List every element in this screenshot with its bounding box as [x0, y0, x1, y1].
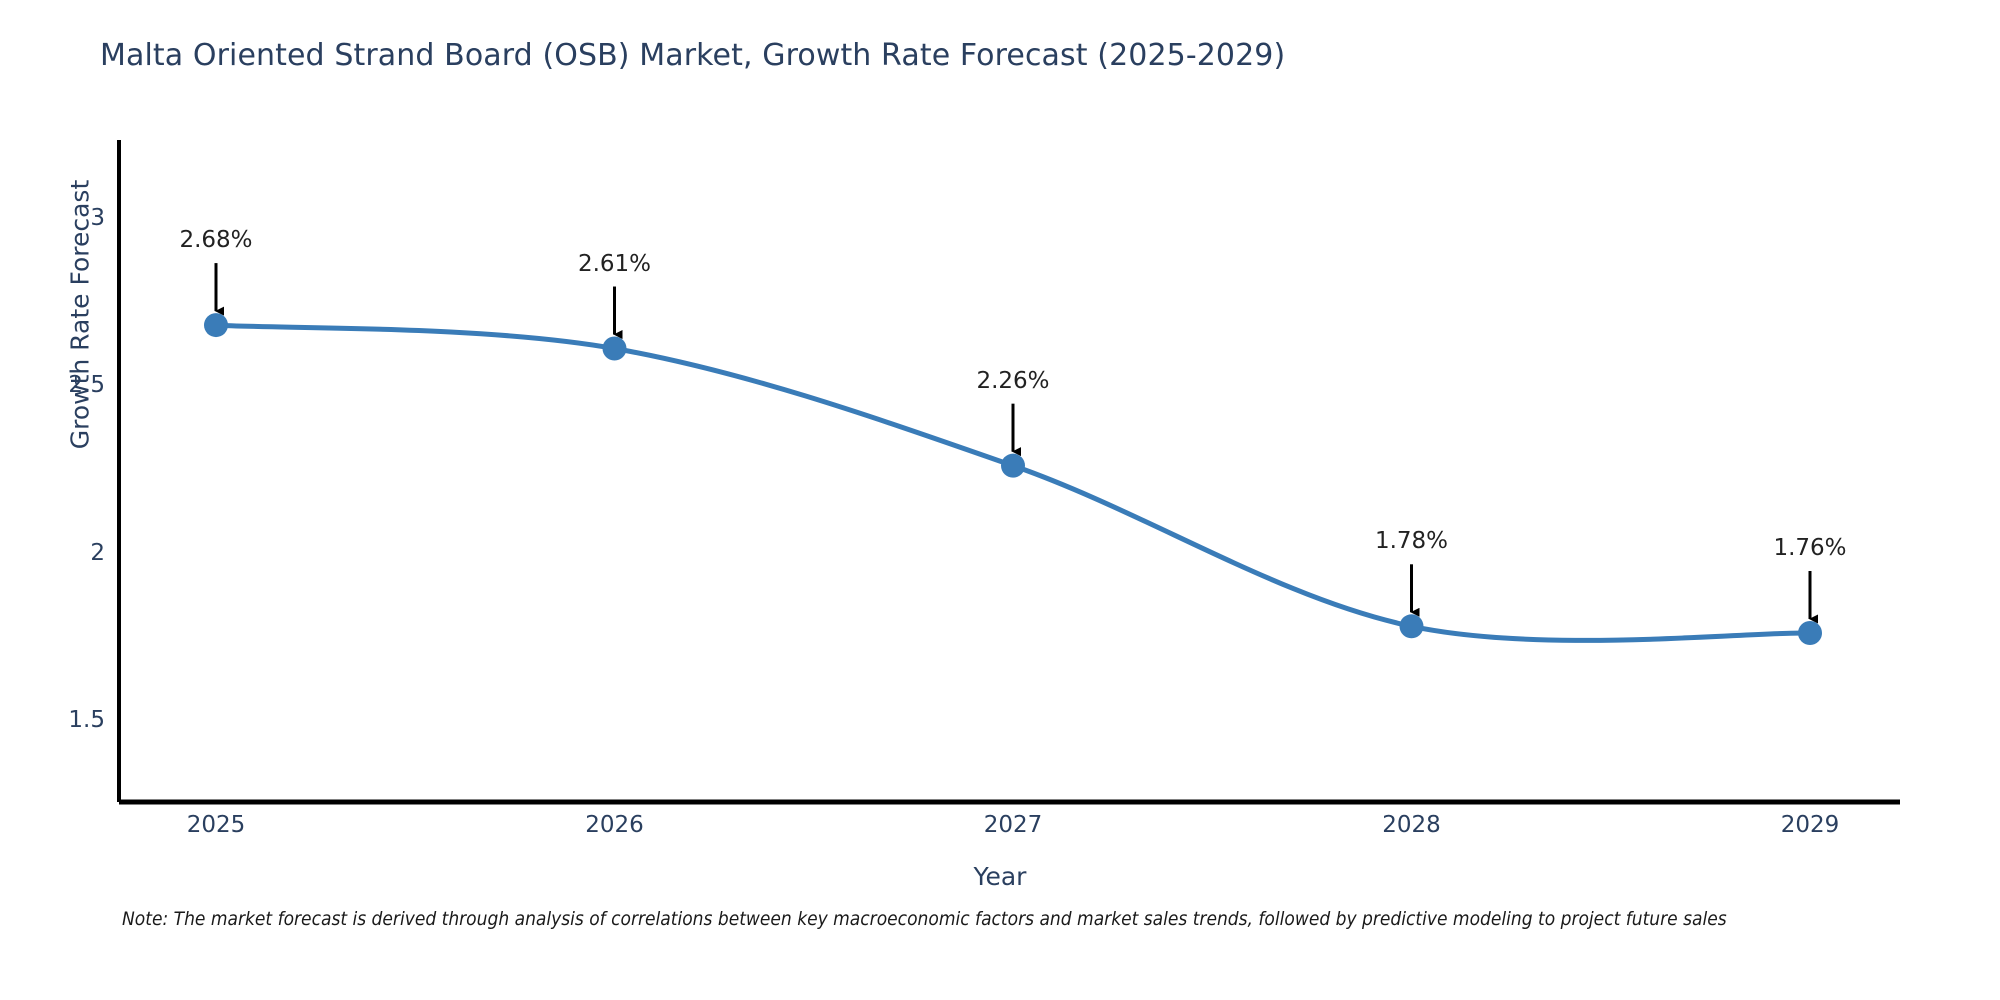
data-point-marker[interactable] [1798, 620, 1822, 645]
x-tick-label: 2025 [186, 812, 246, 838]
x-tick-label: 2029 [1780, 812, 1840, 838]
data-point-label: 1.76% [1773, 534, 1847, 561]
data-point-marker[interactable] [1399, 614, 1424, 639]
y-tick-label: 2 [90, 539, 105, 566]
x-tick-label: 2026 [585, 812, 644, 838]
x-tick-label: 2027 [983, 812, 1043, 838]
data-point-marker[interactable] [204, 313, 228, 338]
chart-footnote: Note: The market forecast is derived thr… [122, 908, 1727, 930]
data-point-marker[interactable] [1001, 453, 1025, 478]
chart-title: Malta Oriented Strand Board (OSB) Market… [100, 38, 1286, 73]
series-line [213, 322, 1813, 643]
data-point-marker[interactable] [602, 336, 627, 361]
x-axis-title: Year [973, 862, 1027, 891]
y-tick-label: 1.5 [68, 707, 105, 733]
y-tick-label: 3 [90, 205, 105, 231]
data-point-label: 2.68% [179, 227, 253, 254]
series-markers [204, 313, 1822, 645]
x-tick-label: 2028 [1382, 812, 1441, 838]
data-point-label: 1.78% [1374, 528, 1449, 555]
y-tick-label: 2.5 [68, 372, 105, 399]
data-point-label: 2.26% [976, 367, 1050, 394]
data-point-label: 2.61% [577, 250, 652, 277]
annotation-arrows [214, 263, 1818, 624]
